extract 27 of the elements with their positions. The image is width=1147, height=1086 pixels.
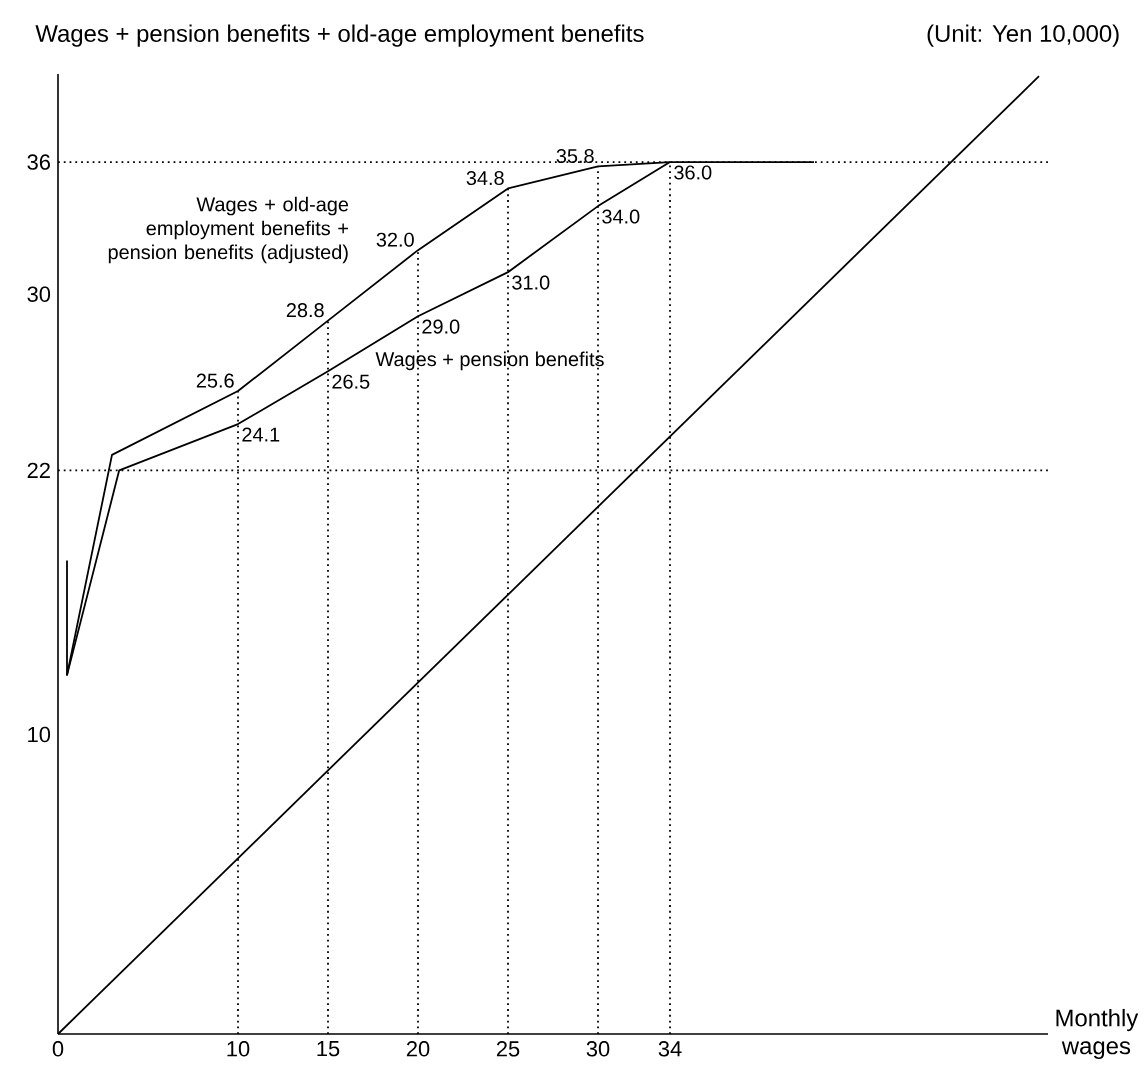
series-label: Wages + old-age employment benefits + pension benefits (adjusted) <box>108 196 349 264</box>
data-label: 25.6 <box>196 373 234 388</box>
x-tick-label: 0 <box>52 1041 64 1057</box>
x-axis-title: Monthly wages <box>1056 1008 1139 1060</box>
series-label: Wages + pension benefits <box>375 351 604 371</box>
x-tick-label: 20 <box>406 1041 430 1057</box>
data-label: 28.8 <box>286 303 324 318</box>
x-tick-label: 10 <box>227 1041 250 1057</box>
x-tick-label: 30 <box>586 1041 610 1057</box>
data-label: 34.8 <box>466 171 504 186</box>
data-label: 35.8 <box>556 148 594 164</box>
x-tick-label: 25 <box>496 1041 520 1057</box>
data-label: 24.1 <box>242 427 280 442</box>
y-tick-label: 10 <box>28 726 51 743</box>
data-label: 31.0 <box>512 275 550 290</box>
x-tick-label: 34 <box>658 1041 682 1057</box>
data-label: 32.0 <box>376 232 414 247</box>
y-tick-label: 30 <box>27 286 51 302</box>
y-tick-label: 36 <box>27 154 50 170</box>
data-label: 29.0 <box>422 319 460 334</box>
text: (Unit: Yen 10,000) <box>927 24 1119 47</box>
data-label: 26.5 <box>332 374 370 389</box>
y-axis-title: Wages + pension benefits + old-age employment benefits <box>35 24 644 47</box>
y-tick-label: 22 <box>27 462 50 478</box>
x-tick-label: 15 <box>317 1041 340 1057</box>
data-label: 36.0 <box>674 165 712 180</box>
data-label: 34.0 <box>602 209 640 224</box>
